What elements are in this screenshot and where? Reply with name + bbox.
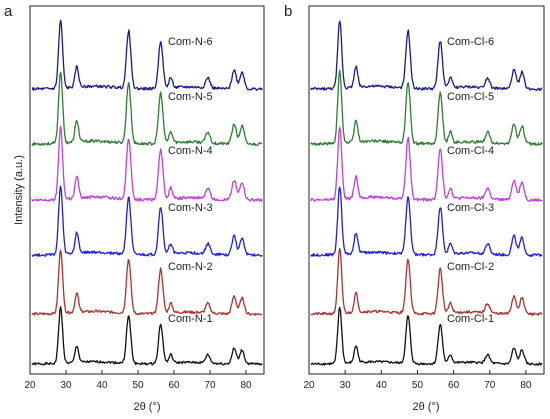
x-tick-label: 30 xyxy=(60,380,72,391)
series-label-com-n-6: Com-N-6 xyxy=(168,36,213,48)
x-tick-label: 60 xyxy=(168,380,180,391)
series-label-com-n-1: Com-N-1 xyxy=(168,313,213,325)
panel-a-x-ticks: 20 30 40 50 60 70 80 xyxy=(24,370,252,391)
series-line-com-cl-6 xyxy=(310,20,543,91)
panel-a-y-axis-label: Intensity (a.u.) xyxy=(13,155,25,225)
series-label-com-n-4: Com-N-4 xyxy=(168,145,213,157)
panel-b-traces xyxy=(310,20,543,366)
x-tick-label: 70 xyxy=(204,380,216,391)
x-tick-label: 70 xyxy=(484,380,496,391)
series-line-com-cl-3 xyxy=(310,186,543,257)
panel-a-traces xyxy=(31,19,263,366)
series-line-com-cl-1 xyxy=(310,306,543,366)
x-tick-label: 40 xyxy=(376,380,388,391)
panel-b-letter: b xyxy=(284,3,292,20)
panel-b: b Com-Cl-6Com-Cl-5Com-Cl-4Com-Cl-3Com-Cl… xyxy=(284,3,545,413)
x-tick-label: 80 xyxy=(240,380,252,391)
series-label-com-cl-1: Com-Cl-1 xyxy=(447,313,494,325)
series-label-com-cl-3: Com-Cl-3 xyxy=(447,202,494,214)
series-label-com-n-3: Com-N-3 xyxy=(168,202,213,214)
series-line-com-n-6 xyxy=(31,19,263,91)
panel-b-series-labels: Com-Cl-6 Com-Cl-5 Com-Cl-4 Com-Cl-3 Com-Cl-2… xyxy=(447,36,494,325)
x-tick-label: 40 xyxy=(96,380,108,391)
panel-a-frame xyxy=(29,5,265,375)
series-line-com-n-2 xyxy=(31,249,263,316)
series-line-com-n-1 xyxy=(31,306,263,366)
panel-b-frame xyxy=(308,5,545,375)
x-tick-label: 80 xyxy=(520,380,532,391)
panel-a-series-labels: Com-N-6 Com-N-5 Com-N-4 Com-N-3 Com-N-2 Com-N… xyxy=(168,36,213,325)
panel-a-x-axis-label: 2θ (°) xyxy=(133,401,160,413)
panel-a-letter: a xyxy=(4,3,13,20)
x-tick-label: 50 xyxy=(412,380,424,391)
series-line-com-cl-4 xyxy=(310,126,543,203)
x-tick-label: 20 xyxy=(303,380,315,391)
series-label-com-cl-6: Com-Cl-6 xyxy=(447,36,494,48)
x-tick-label: 50 xyxy=(132,380,144,391)
panel-b-x-ticks: 20 30 40 50 60 70 80 xyxy=(303,370,532,391)
series-label-com-cl-4: Com-Cl-4 xyxy=(447,145,494,157)
series-line-com-n-3 xyxy=(31,185,263,257)
x-tick-label: 60 xyxy=(448,380,460,391)
series-line-com-cl-2 xyxy=(310,247,543,316)
x-tick-label: 20 xyxy=(24,380,36,391)
x-tick-label: 30 xyxy=(340,380,352,391)
series-label-com-n-5: Com-N-5 xyxy=(168,91,213,103)
series-line-com-cl-5 xyxy=(310,69,543,146)
series-label-com-cl-5: Com-Cl-5 xyxy=(447,91,494,103)
series-label-com-cl-2: Com-Cl-2 xyxy=(447,261,494,273)
series-line-com-n-4 xyxy=(31,125,263,203)
panel-a: a Com-N-6Com-N-5Com-N-4Com-N-3Com-N-2Com… xyxy=(4,3,265,413)
panel-b-x-axis-label: 2θ (°) xyxy=(412,401,439,413)
series-line-com-n-5 xyxy=(31,71,263,147)
series-label-com-n-2: Com-N-2 xyxy=(168,261,213,273)
